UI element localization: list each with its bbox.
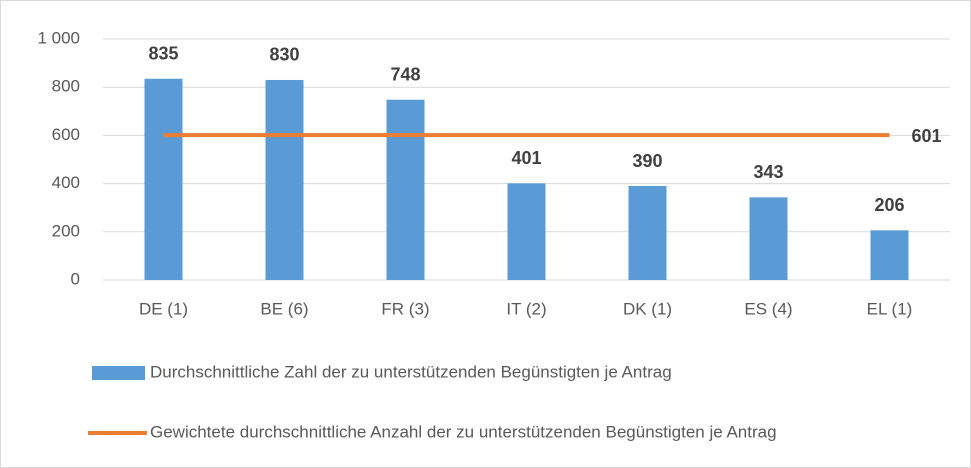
x-tick-label: ES (4) [744, 299, 792, 318]
data-label: 835 [148, 44, 178, 64]
x-tick-label: BE (6) [260, 299, 308, 318]
x-tick-label: DE (1) [139, 299, 188, 318]
data-label: 390 [632, 151, 662, 171]
bar [628, 186, 667, 280]
bar [870, 230, 909, 280]
bar [749, 197, 788, 280]
y-tick-label: 0 [71, 269, 80, 288]
legend-swatch [92, 366, 145, 380]
data-label: 343 [753, 162, 783, 182]
y-tick-label: 800 [52, 77, 80, 96]
legend-label: Durchschnittliche Zahl der zu unterstütz… [150, 362, 672, 381]
bar [144, 78, 183, 280]
data-label: 206 [874, 195, 904, 215]
y-tick-label: 1 000 [37, 28, 80, 47]
x-tick-label: DK (1) [623, 299, 672, 318]
data-label: 601 [912, 126, 942, 146]
x-tick-label: EL (1) [867, 299, 913, 318]
bar [507, 183, 546, 280]
bar [386, 99, 425, 281]
data-label: 401 [511, 148, 541, 168]
legend-label: Gewichtete durchschnittliche Anzahl der … [150, 422, 777, 441]
data-label: 830 [269, 45, 299, 65]
y-tick-label: 200 [52, 221, 80, 240]
data-label: 748 [390, 64, 420, 84]
y-tick-label: 400 [52, 173, 80, 192]
x-tick-label: IT (2) [506, 299, 546, 318]
bar [265, 79, 304, 280]
y-tick-label: 600 [52, 125, 80, 144]
x-tick-label: FR (3) [381, 299, 429, 318]
